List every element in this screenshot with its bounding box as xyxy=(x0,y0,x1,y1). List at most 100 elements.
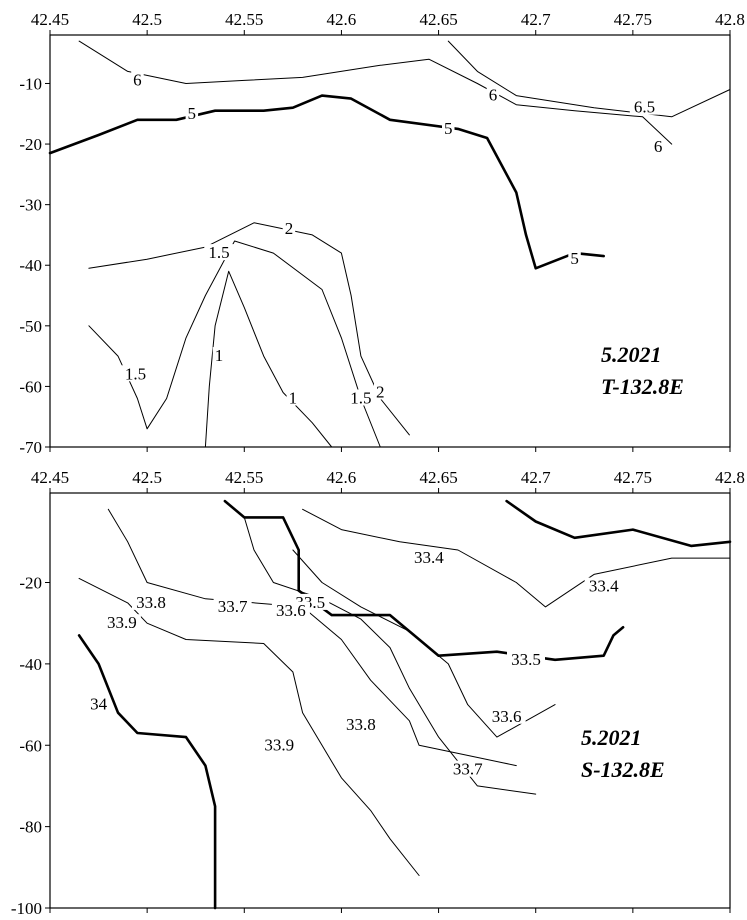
salinity-contour-label-bg-7 xyxy=(448,760,487,777)
temperature-contour-label-bg-1 xyxy=(185,104,199,121)
temperature-contour-label-bg-0 xyxy=(131,71,144,88)
salinity-y-tick-label-2: -60 xyxy=(19,736,42,755)
salinity-contour-label-1: 33.4 xyxy=(589,577,619,596)
salinity-contour-label-bg-3 xyxy=(507,650,545,667)
temperature-contour-label-6: 6 xyxy=(654,137,663,156)
temperature-x-tick-label-3: 42.6 xyxy=(327,10,357,29)
temperature-x-tick-label-4: 42.65 xyxy=(419,10,457,29)
temperature-contour-label-9: 1.5 xyxy=(125,364,146,383)
salinity-contour-label-4: 33.6 xyxy=(276,601,306,620)
salinity-contour-label-10: 33.9 xyxy=(107,613,137,632)
temperature-contour-label-1: 5 xyxy=(188,104,197,123)
salinity-contour-line-unlabeled-7 xyxy=(505,499,732,548)
salinity-contour-label-bg-11 xyxy=(260,736,299,753)
salinity-y-tick-label-3: -80 xyxy=(19,818,42,837)
temperature-x-tick-label-6: 42.75 xyxy=(614,10,652,29)
plot-frame-top xyxy=(49,34,731,448)
salinity-x-tick-label-2: 42.55 xyxy=(225,468,263,487)
temperature-contour-line-1_5-2 xyxy=(88,240,381,448)
temperature-contour-line-2-4 xyxy=(88,222,410,436)
salinity-contour-label-bg-9 xyxy=(341,715,380,732)
plot-frame-bottom xyxy=(49,492,731,909)
temperature-y-tick-label-3: -40 xyxy=(19,256,42,275)
temperature-contour-label-13: 2 xyxy=(376,383,385,402)
salinity-contour-label-8: 33.8 xyxy=(136,593,166,612)
salinity-contour-label-bg-8 xyxy=(132,593,170,610)
salinity-x-tick-label-7: 42.8 xyxy=(715,468,745,487)
salinity-x-tick-label-5: 42.7 xyxy=(521,468,551,487)
salinity-contour-label-bg-0 xyxy=(409,549,448,566)
salinity-contour-label-bg-5 xyxy=(487,707,526,724)
temperature-contour-label-bg-5 xyxy=(629,98,660,115)
temperature-y-tick-label-5: -60 xyxy=(19,377,42,396)
salinity-y-tick-label-1: -40 xyxy=(19,655,42,674)
temperature-y-tick-label-2: -30 xyxy=(19,196,42,215)
temperature-contour-label-10: 1 xyxy=(215,346,224,365)
temperature-contour-label-bg-3 xyxy=(568,250,581,267)
temperature-contour-label-bg-9 xyxy=(120,365,151,382)
salinity-axes: 42.45 42.5 42.55 42.6 42.65 42.7 42.75 42.8 -20 -… xyxy=(11,468,745,918)
salinity-x-tick-label-6: 42.75 xyxy=(614,468,652,487)
salinity-x-tick-label-4: 42.65 xyxy=(419,468,457,487)
salinity-contour-label-9: 33.8 xyxy=(346,715,376,734)
salinity-contour-label-bg-4 xyxy=(271,602,310,618)
salinity-x-tick-label-0: 42.45 xyxy=(31,468,69,487)
temperature-contour-label-bg-8 xyxy=(282,219,296,236)
chart-title-section-top: T-132.8E xyxy=(601,374,684,399)
salinity-x-tick-label-3: 42.6 xyxy=(327,468,357,487)
salinity-contour-label-bg-6 xyxy=(213,597,252,614)
temperature-contour-line-5-1 xyxy=(48,94,606,270)
salinity-contour-line-33_8-2 xyxy=(107,508,517,767)
temperature-contour-label-bg-12 xyxy=(346,389,376,406)
salinity-contour-label-0: 33.4 xyxy=(414,548,444,567)
temperature-contour-label-12: 1.5 xyxy=(350,389,371,408)
temperature-contour-label-bg-4 xyxy=(486,86,500,103)
salinity-contour-label-3: 33.5 xyxy=(511,650,541,669)
temperature-contour-label-bg-7 xyxy=(204,244,234,261)
temperature-contour-label-4: 6 xyxy=(489,86,498,105)
salinity-y-tick-label-4: -100 xyxy=(11,899,42,918)
temperature-contour-label-0: 6 xyxy=(133,70,142,89)
temperature-contour-label-5: 6.5 xyxy=(634,98,655,117)
temperature-contour-label-11: 1 xyxy=(289,389,298,408)
temperature-contour-label-bg-11 xyxy=(286,389,300,406)
salinity-x-tick-label-1: 42.5 xyxy=(132,468,162,487)
temperature-x-tick-label-0: 42.45 xyxy=(31,10,69,29)
temperature-x-tick-label-7: 42.8 xyxy=(715,10,745,29)
salinity-contour-label-bg-10 xyxy=(102,614,141,631)
temperature-contours xyxy=(48,40,731,448)
temperature-contour-label-3: 5 xyxy=(570,249,579,268)
temperature-contour-label-2: 5 xyxy=(444,119,453,138)
salinity-contour-line-33_5-5 xyxy=(223,499,625,662)
salinity-contour-label-7: 33.7 xyxy=(453,760,483,779)
temperature-contour-label-bg-13 xyxy=(374,383,387,400)
temperature-contour-line-1-3 xyxy=(204,270,333,448)
temperature-contour-label-bg-6 xyxy=(651,138,665,155)
salinity-contour-label-11: 33.9 xyxy=(264,735,294,754)
temperature-x-tick-label-1: 42.5 xyxy=(132,10,162,29)
salinity-contour-label-bg-1 xyxy=(584,577,623,594)
temperature-y-tick-label-4: -50 xyxy=(19,317,42,336)
temperature-contour-label-bg-2 xyxy=(442,119,455,136)
salinity-contour-label-6: 33.7 xyxy=(218,597,248,616)
salinity-y-tick-label-0: -20 xyxy=(19,574,42,593)
temperature-contour-line-6-0 xyxy=(78,40,673,145)
temperature-y-tick-label-6: -70 xyxy=(19,438,42,457)
salinity-contour-line-34-0 xyxy=(77,634,217,910)
salinity-contour-label-12: 34 xyxy=(90,695,108,714)
salinity-contour-label-5: 33.6 xyxy=(492,707,522,726)
temperature-contour-line-6_5-5 xyxy=(447,40,731,118)
chart-title-section-bottom: S-132.8E xyxy=(581,757,665,782)
temperature-contour-label-7: 1.5 xyxy=(208,243,229,262)
salinity-contour-line-33_4-6 xyxy=(302,508,731,608)
salinity-contour-line-33_9-1 xyxy=(78,577,420,876)
salinity-contour-labels: 33.433.433.533.533.633.633.733.733.833.8… xyxy=(88,548,623,779)
temperature-y-tick-label-0: -10 xyxy=(19,75,42,94)
salinity-section-panel: 33.433.433.533.533.633.633.733.733.833.8… xyxy=(11,468,745,918)
salinity-contour-label-bg-12 xyxy=(88,695,110,712)
temperature-contour-labels: 6 5 5 5 6 6.5 6 1.5 2 1.5 1 1 1.5 2 xyxy=(120,70,665,408)
temperature-contour-label-8: 2 xyxy=(285,219,294,238)
temperature-x-tick-label-5: 42.7 xyxy=(521,10,551,29)
